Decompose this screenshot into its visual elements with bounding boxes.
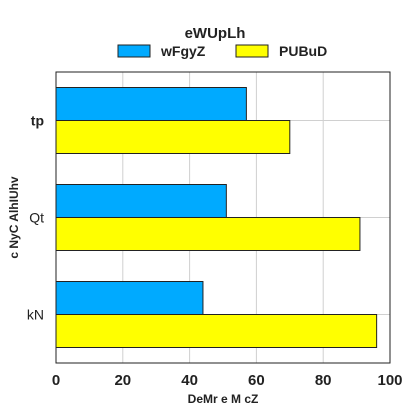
y-axis-title: c NyC AlhIUhv <box>7 176 21 259</box>
bar-wFgyZ-kN <box>55 281 204 315</box>
bar-wFgyZ-tp <box>55 87 247 121</box>
bar-PUBuD-Qt <box>55 217 361 251</box>
tick-labels: 0 20 40 60 80 100 tp Qt kN <box>27 113 403 390</box>
y-tick-label: kN <box>27 307 44 323</box>
bar-wFgyZ-Qt <box>55 184 227 218</box>
x-tick-label: 100 <box>377 372 402 389</box>
legend-swatch-PUBuD <box>235 44 269 58</box>
legend-swatch-wFgyZ <box>117 44 151 58</box>
y-tick-label: Qt <box>29 210 44 226</box>
x-tick-label: 60 <box>248 372 265 389</box>
x-axis-title: DeMr e M cZ <box>188 392 259 406</box>
bars <box>55 87 378 348</box>
x-tick-label: 20 <box>114 372 131 389</box>
bar-PUBuD-tp <box>55 120 291 154</box>
x-tick-label: 80 <box>315 372 332 389</box>
y-tick-label: tp <box>31 113 44 129</box>
x-tick-label: 40 <box>181 372 198 389</box>
legend: wFgyZ PUBuD <box>117 43 327 59</box>
x-tick-label: 0 <box>52 372 60 389</box>
legend-label-wFgyZ: wFgyZ <box>160 43 206 59</box>
bar-PUBuD-kN <box>55 314 378 348</box>
legend-title: eWUpLh <box>185 25 246 42</box>
plot-frame <box>55 71 391 364</box>
legend-label-PUBuD: PUBuD <box>279 43 327 59</box>
